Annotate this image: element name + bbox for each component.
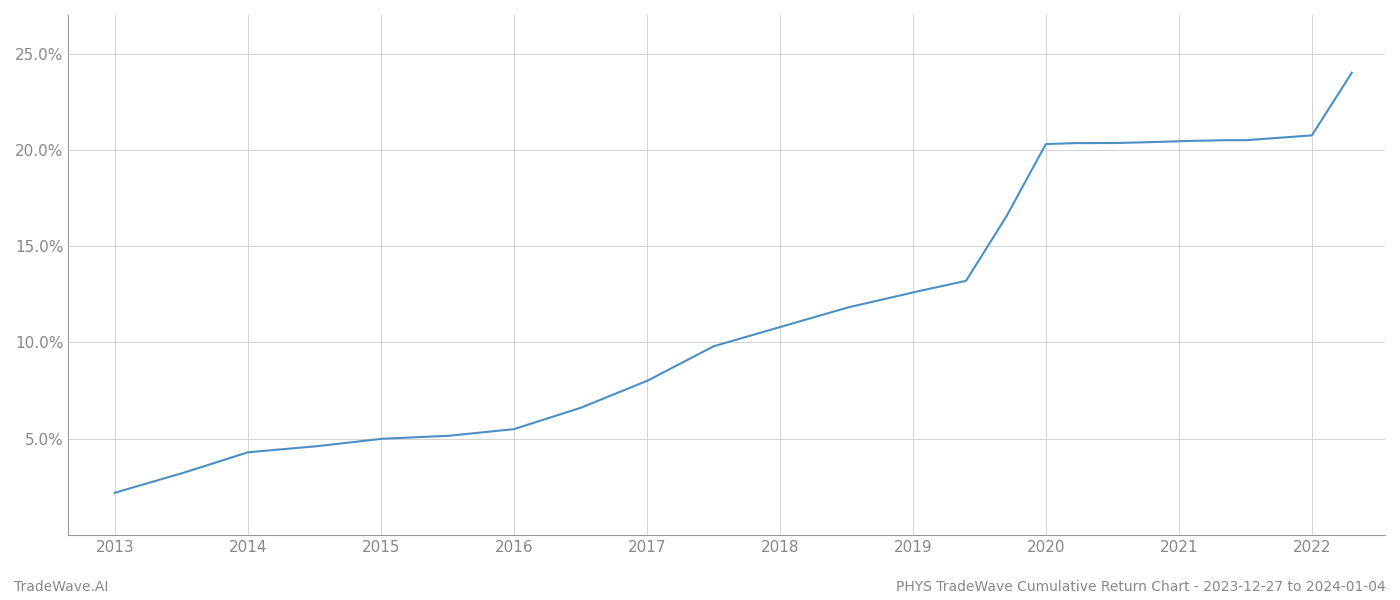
Text: PHYS TradeWave Cumulative Return Chart - 2023-12-27 to 2024-01-04: PHYS TradeWave Cumulative Return Chart -… [896,580,1386,594]
Text: TradeWave.AI: TradeWave.AI [14,580,108,594]
